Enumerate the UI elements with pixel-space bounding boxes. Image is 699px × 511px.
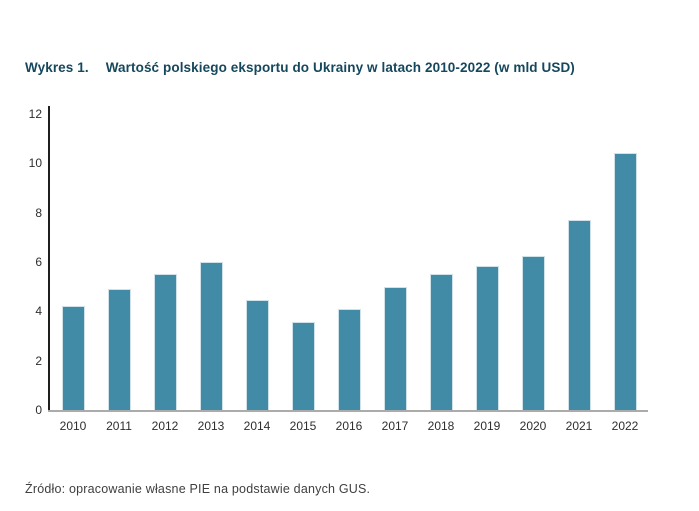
x-tick-label-2021: 2021 xyxy=(565,419,593,433)
y-tick-label-2: 2 xyxy=(35,353,42,368)
x-tick-label-2020: 2020 xyxy=(519,419,547,433)
y-tick-label-8: 8 xyxy=(35,205,42,220)
y-tick-label-4: 4 xyxy=(35,304,42,319)
figure-number-label: Wykres 1. xyxy=(25,60,89,75)
bar-2019 xyxy=(475,265,499,410)
bar-chart-plot-area: 0 2 4 6 8 10 12 2010 2011 2012 2013 2014 2015 2016 201… xyxy=(29,106,648,433)
x-tick-label-2011: 2011 xyxy=(106,419,132,433)
bar-2010 xyxy=(61,306,85,410)
x-tick-label-2016: 2016 xyxy=(335,419,363,433)
x-axis-baseline xyxy=(48,410,648,412)
y-tick-label-10: 10 xyxy=(28,156,42,171)
bar-2020 xyxy=(521,255,545,410)
x-tick-label-2010: 2010 xyxy=(59,419,87,433)
source-note: Źródło: opracowanie własne PIE na podsta… xyxy=(25,482,371,496)
bar-2014 xyxy=(245,300,269,410)
bar-2012 xyxy=(153,274,177,410)
bar-2011 xyxy=(107,289,131,410)
chart-title: Wykres 1. Wartość polskiego eksportu do U… xyxy=(25,60,575,75)
bar-2015 xyxy=(291,322,315,410)
x-tick-label-2012: 2012 xyxy=(151,419,179,433)
y-tick-label-0: 0 xyxy=(35,403,42,417)
bar-2013 xyxy=(199,262,223,410)
bar-2022 xyxy=(613,153,637,410)
y-tick-label-6: 6 xyxy=(35,255,42,269)
x-tick-label-2014: 2014 xyxy=(243,419,271,433)
x-tick-label-2019: 2019 xyxy=(473,419,501,433)
y-axis-line xyxy=(48,106,50,410)
bar-2017 xyxy=(383,286,407,410)
x-tick-label-2022: 2022 xyxy=(611,419,639,433)
bar-2016 xyxy=(337,308,361,410)
x-tick-label-2017: 2017 xyxy=(381,419,409,433)
figure-title-text: Wartość polskiego eksportu do Ukrainy w … xyxy=(105,60,575,75)
x-tick-label-2015: 2015 xyxy=(289,419,317,433)
bar-2018 xyxy=(429,274,453,410)
y-tick-label-12: 12 xyxy=(28,107,42,121)
x-tick-label-2013: 2013 xyxy=(197,419,225,433)
bar-2021 xyxy=(567,220,591,410)
x-tick-label-2018: 2018 xyxy=(427,419,455,433)
